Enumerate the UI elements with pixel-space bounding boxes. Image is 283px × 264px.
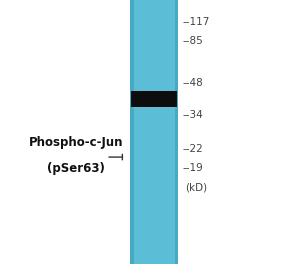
Text: --22: --22 [183,144,203,154]
Bar [175,0,178,264]
Bar [132,100,177,109]
Bar [130,0,178,264]
Text: --34: --34 [183,110,203,120]
Text: --117: --117 [183,17,210,27]
Text: --48: --48 [183,78,203,88]
Text: --19: --19 [183,163,203,173]
Bar [130,0,134,264]
Bar [131,91,177,107]
Text: (kD): (kD) [185,182,207,192]
Text: (pSer63): (pSer63) [48,162,105,176]
Text: Phospho-c-Jun: Phospho-c-Jun [29,136,124,149]
Text: --85: --85 [183,36,203,46]
